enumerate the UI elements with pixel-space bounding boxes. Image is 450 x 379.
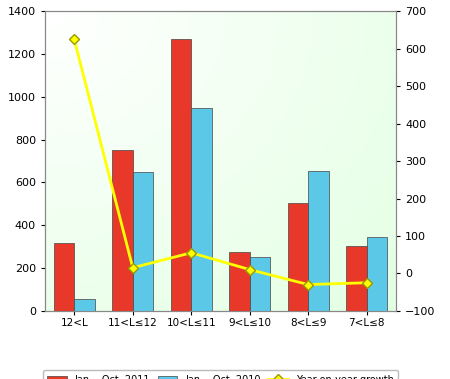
Bar — [54, 243, 74, 311]
Bar — [346, 246, 367, 311]
Bar — [367, 237, 387, 311]
Bar — [133, 172, 153, 311]
Bar — [288, 203, 308, 311]
Bar — [191, 108, 212, 311]
Bar — [112, 150, 133, 311]
Bar — [250, 257, 270, 311]
Bar — [171, 39, 191, 311]
Bar — [230, 252, 250, 311]
Legend: Jan. - Oct. 2011, Jan. - Oct. 2010, Year-on-year growth: Jan. - Oct. 2011, Jan. - Oct. 2010, Year… — [43, 370, 398, 379]
Bar — [308, 171, 328, 311]
Bar — [74, 299, 94, 311]
